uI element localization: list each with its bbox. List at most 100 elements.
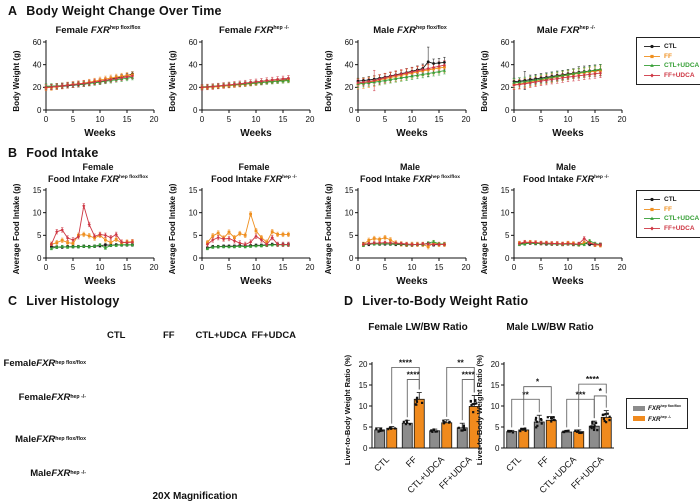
svg-text:0: 0 (512, 263, 517, 272)
legend-item-ff-udca: FF+UDCA (643, 225, 699, 232)
svg-text:5: 5 (505, 231, 510, 240)
svg-text:20: 20 (345, 83, 354, 92)
legend-item-genotype: FXRhep -/- (633, 415, 681, 423)
svg-text:*: * (536, 377, 540, 387)
svg-text:5: 5 (37, 231, 42, 240)
chart-male-lwbw-ratio: 0 5 10 15 20 Liver-to-Body Weight Ratio (%) CT… (474, 352, 620, 502)
legend-item-ff: FF (643, 206, 699, 213)
svg-text:Average Food Intake (g): Average Food Intake (g) (168, 184, 177, 274)
chart-title: Male FXRhep -/- (536, 25, 596, 37)
svg-text:0: 0 (363, 444, 368, 453)
svg-text:5: 5 (363, 423, 368, 432)
svg-text:5: 5 (349, 231, 354, 240)
legend-swatch (633, 405, 645, 411)
svg-text:0: 0 (193, 254, 198, 263)
chart-foodintake-male-floxflox: Male Food Intake FXRhep flox/flox 0 5 10 15 0 5… (322, 162, 478, 288)
svg-text:Weeks: Weeks (240, 128, 272, 139)
svg-text:Average Food Intake (g): Average Food Intake (g) (324, 184, 333, 274)
svg-text:40: 40 (189, 60, 198, 69)
chart-foodintake-female-floxflox: Female Food Intake FXRhep flox/flox 0 5 10 15… (10, 162, 166, 288)
legend-swatch (633, 416, 645, 422)
svg-text:0: 0 (495, 444, 500, 453)
panel-a-charts: Female FXRhep flox/flox 0 20 40 60 0 5 10 15 20 Bo… (10, 22, 634, 140)
chart-title: Female Food Intake FXRhep flox/flox (47, 162, 149, 184)
svg-text:15: 15 (435, 263, 444, 272)
svg-text:20: 20 (501, 83, 510, 92)
histology-col-ctludca: CTL+UDCA (195, 330, 247, 341)
panel-a-title: Body Weight Change Over Time (26, 4, 222, 18)
histology-col-ffudca: FF+UDCA (251, 330, 297, 341)
svg-text:15: 15 (33, 186, 42, 195)
svg-text:10: 10 (189, 208, 198, 217)
svg-text:10: 10 (345, 208, 354, 217)
histology-caption: 20X Magnification (152, 491, 238, 502)
svg-text:Liver-to-Body Weight Ratio (%): Liver-to-Body Weight Ratio (%) (475, 354, 484, 465)
panel-a-header: A Body Weight Change Over Time (8, 4, 222, 18)
svg-text:10: 10 (501, 208, 510, 217)
panel-c-letter: C (8, 294, 18, 308)
panel-c-title: Liver Histology (26, 294, 120, 308)
svg-text:10: 10 (252, 263, 261, 272)
svg-text:0: 0 (200, 115, 205, 124)
svg-text:60: 60 (345, 38, 354, 47)
svg-text:0: 0 (44, 263, 49, 272)
svg-text:15: 15 (345, 186, 354, 195)
svg-text:10: 10 (408, 115, 417, 124)
svg-text:10: 10 (564, 115, 573, 124)
svg-text:60: 60 (189, 38, 198, 47)
svg-text:40: 40 (33, 60, 42, 69)
svg-text:15: 15 (359, 381, 368, 390)
svg-text:10: 10 (359, 402, 368, 411)
legend-item-ctl: CTL (643, 43, 699, 50)
chart-female-lwbw-ratio: 0 5 10 15 20 Liver-to-Body Weight Ratio (%) CT… (342, 352, 488, 502)
svg-text:60: 60 (33, 38, 42, 47)
svg-text:Body Weight (g): Body Weight (g) (480, 50, 489, 112)
svg-text:0: 0 (349, 106, 354, 115)
svg-text:5: 5 (539, 263, 544, 272)
legend-item-genotype: FXRhep flox/flox (633, 404, 681, 412)
panel-a-letter: A (8, 4, 18, 18)
svg-text:0: 0 (193, 106, 198, 115)
svg-text:5: 5 (539, 115, 544, 124)
svg-text:40: 40 (501, 60, 510, 69)
legend-item-ctl-udca: CTL+UDCA (643, 62, 699, 69)
svg-text:**: ** (522, 389, 529, 399)
svg-text:5: 5 (495, 423, 500, 432)
svg-text:20: 20 (150, 115, 159, 124)
chart-bodyweight-male-floxflox: Male FXRhep flox/flox 0 20 40 60 0 5 10 15 20 Body… (322, 22, 478, 140)
svg-text:10: 10 (33, 208, 42, 217)
chart-title: Male Food Intake FXRhep flox/flox (359, 162, 461, 184)
svg-text:20: 20 (618, 263, 627, 272)
legend-panel-b: CTL FF CTL+UDCA FF+UDCA (636, 190, 700, 238)
svg-text:15: 15 (189, 186, 198, 195)
svg-text:20: 20 (462, 115, 471, 124)
svg-text:0: 0 (356, 263, 361, 272)
svg-text:Body Weight (g): Body Weight (g) (12, 50, 21, 112)
legend-item-ctl: CTL (643, 196, 699, 203)
svg-text:5: 5 (227, 115, 232, 124)
svg-text:CTL: CTL (504, 454, 523, 473)
panel-d-title: Liver-to-Body Weight Ratio (362, 294, 529, 308)
svg-text:5: 5 (383, 115, 388, 124)
histology-col-ctl: CTL (107, 330, 126, 341)
svg-text:Body Weight (g): Body Weight (g) (324, 50, 333, 112)
svg-text:Weeks: Weeks (84, 128, 116, 139)
chart-title: Female FXRhep flox/flox (55, 25, 141, 37)
svg-text:5: 5 (383, 263, 388, 272)
svg-text:15: 15 (591, 115, 600, 124)
svg-text:****: **** (407, 370, 421, 380)
svg-text:40: 40 (345, 60, 354, 69)
panel-b-letter: B (8, 146, 18, 160)
svg-text:20: 20 (189, 83, 198, 92)
legend-item-ctl-udca: CTL+UDCA (643, 215, 699, 222)
histology-row-label: Female FXR hep flox/flox (3, 357, 86, 369)
panel-b-charts: Female Food Intake FXRhep flox/flox 0 5 10 15… (10, 162, 634, 288)
svg-text:15: 15 (123, 115, 132, 124)
histology-row-label: Male FXR hep -/- (30, 467, 86, 479)
svg-text:0: 0 (505, 254, 510, 263)
histology-row-label: Male FXR hep flox/flox (15, 433, 86, 445)
histology-col-ff: FF (162, 330, 175, 341)
chart-foodintake-female-ko: Female Food Intake FXRhep -/- 0 5 10 15 0 5 10 15… (166, 162, 322, 288)
chart-title-male-lwbw: Male LW/BW Ratio (506, 322, 594, 333)
